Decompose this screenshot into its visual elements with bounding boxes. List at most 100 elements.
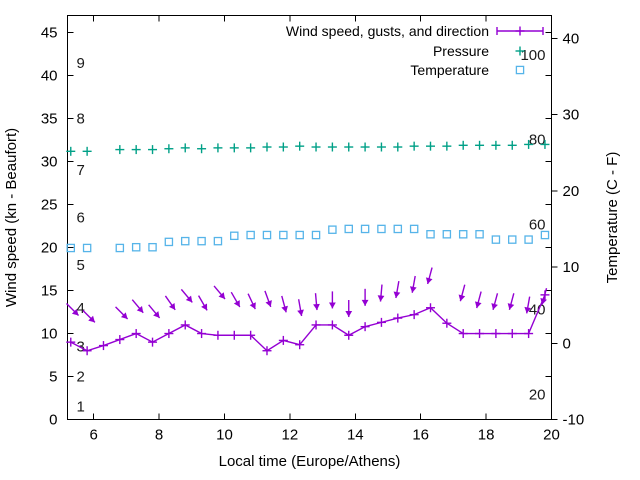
temperature-point [409, 224, 419, 234]
x-axis-tick-label: 20 [543, 427, 560, 444]
wind-speed-point [409, 310, 419, 320]
pressure-point [131, 145, 141, 155]
y-axis-tick-label: 40 [41, 68, 58, 85]
beaufort-scale-label: 8 [77, 111, 85, 128]
y-axis-tick-label: 5 [49, 369, 57, 386]
wind-speed-point [131, 329, 141, 339]
wind-gust-direction-arrow [524, 296, 532, 314]
temperature-point [360, 224, 370, 234]
wind-gust-direction-arrow [180, 288, 193, 303]
wind-speed-point [426, 303, 435, 313]
wind-gust-direction-arrow [164, 295, 176, 311]
x-axis-tick-label: 6 [89, 427, 97, 444]
y-axis-tick-label: 10 [41, 326, 58, 343]
wind-speed-point [278, 335, 288, 345]
y2-axis-tick-label: 40 [563, 30, 580, 47]
temperature-point [540, 230, 550, 240]
wind-speed-point [262, 346, 272, 356]
temperature-point [508, 235, 517, 244]
pressure-point [426, 141, 435, 151]
wind-gust-direction-arrow [148, 304, 161, 319]
pressure-point [442, 141, 452, 151]
x-axis-tick-label: 12 [282, 427, 299, 444]
wind-speed-point [197, 329, 207, 339]
beaufort-scale-label: 9 [77, 55, 85, 72]
fahrenheit-scale-label: 40 [529, 302, 546, 319]
pressure-point [327, 142, 337, 152]
y-axis-tick-label: 15 [41, 283, 58, 300]
wind-speed-point [311, 320, 321, 330]
wind-gust-direction-arrow [281, 295, 288, 313]
y2-axis-tick-label: 0 [563, 335, 571, 352]
y-axis-tick-label: 0 [49, 412, 57, 429]
plot-frame [67, 15, 552, 420]
temperature-point [164, 237, 174, 247]
beaufort-scale-label: 5 [77, 257, 85, 274]
temperature-point [426, 230, 435, 239]
temperature-point [458, 230, 468, 239]
temperature-point [197, 236, 206, 246]
y2-axis-tick-label: 20 [563, 183, 580, 200]
temperature-point [279, 230, 288, 240]
beaufort-scale-label: 7 [77, 162, 85, 179]
wind-speed-point [344, 330, 354, 340]
temperature-point [491, 235, 501, 244]
wind-gust-direction-arrow [540, 287, 548, 305]
wind-gust-direction-arrow [213, 285, 226, 300]
y-axis-tick-label: 30 [41, 154, 58, 171]
wind-speed-point [327, 320, 337, 330]
fahrenheit-scale-label: 100 [520, 47, 545, 64]
wind-gust-direction-arrow [377, 284, 385, 302]
wind-speed-point [507, 329, 517, 339]
wind-gust-direction-arrow [474, 291, 482, 309]
pressure-point [360, 142, 370, 152]
pressure-point [164, 144, 174, 154]
pressure-point [491, 140, 501, 150]
y-axis-tick-label: 20 [41, 240, 58, 257]
pressure-point [393, 142, 403, 152]
wind-speed-line [70, 294, 546, 352]
beaufort-scale-label: 6 [77, 210, 85, 227]
temperature-point [82, 243, 92, 253]
temperature-point [213, 236, 223, 246]
fahrenheit-scale-label: 20 [529, 386, 546, 403]
legend-label: Pressure [433, 43, 489, 59]
y-axis-tick-label: 25 [41, 197, 58, 214]
wind-speed-point [376, 317, 386, 327]
temperature-point [328, 225, 337, 234]
fahrenheit-scale-label: 60 [529, 216, 546, 233]
temperature-point [344, 224, 353, 234]
temperature-point [246, 230, 255, 240]
wind-gust-direction-arrow [393, 281, 401, 299]
temperature-point [442, 230, 452, 239]
temperature-point [475, 230, 484, 239]
wind-gust-direction-arrow [328, 291, 336, 309]
pressure-point [213, 143, 223, 153]
pressure-point [229, 143, 239, 153]
wind-speed-point [148, 337, 158, 347]
wind-gust-direction-arrow [491, 293, 499, 310]
x-axis-tick-label: 8 [155, 427, 163, 444]
temperature-point [311, 230, 321, 240]
pressure-point [148, 145, 158, 155]
y2-axis-tick-label: 30 [563, 107, 580, 124]
pressure-point [115, 145, 125, 155]
wind-gust-direction-arrow [115, 306, 129, 320]
wind-gust-direction-arrow [197, 295, 208, 311]
x-axis-tick-label: 18 [478, 427, 495, 444]
y-axis-tick-label: 45 [41, 25, 58, 42]
pressure-point [376, 142, 386, 152]
beaufort-scale-label: 1 [77, 399, 85, 416]
pressure-point [66, 146, 76, 156]
wind-gust-direction-arrow [425, 267, 433, 285]
wind-speed-point [524, 329, 534, 339]
x-axis-title: Local time (Europe/Athens) [219, 453, 401, 470]
pressure-point [295, 141, 305, 151]
temperature-point [262, 230, 272, 240]
pressure-point [524, 139, 534, 149]
legend-label: Wind speed, gusts, and direction [286, 23, 489, 39]
legend-key-pressure [515, 46, 525, 56]
pressure-point [409, 141, 419, 151]
y2-axis-title: Temperature (C - F) [604, 152, 621, 284]
